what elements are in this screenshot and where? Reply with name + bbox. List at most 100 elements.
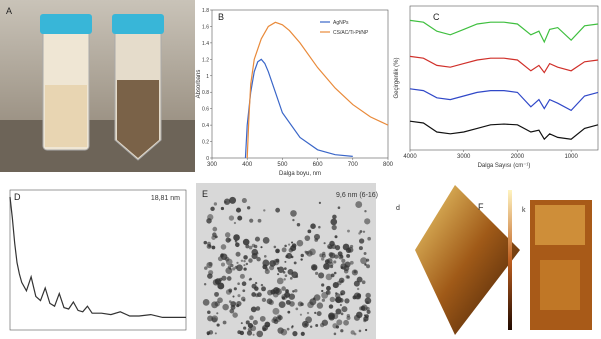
particle [335, 293, 341, 299]
particle [321, 257, 325, 261]
particle [362, 230, 366, 233]
particle [358, 329, 362, 333]
particle [288, 293, 296, 300]
particle [277, 266, 285, 273]
y-tick-label: 0.6 [202, 107, 209, 113]
particle [364, 263, 367, 266]
particle [204, 266, 208, 270]
particle [355, 201, 363, 208]
particle [278, 301, 286, 309]
particle [275, 258, 280, 263]
particle [300, 253, 304, 258]
particle [224, 256, 230, 262]
particle [299, 313, 303, 316]
particle [216, 323, 220, 327]
particle [245, 244, 250, 249]
panel-label: C [433, 12, 440, 22]
particle [331, 224, 337, 231]
particle [300, 331, 305, 336]
particle [237, 282, 240, 286]
particle [266, 298, 273, 305]
particle [309, 325, 313, 329]
particle [321, 289, 324, 293]
annotation: 18,81 nm [151, 195, 180, 202]
particle [241, 296, 246, 302]
particle [336, 319, 343, 326]
x-axis-label: Dalga Sayısı (cm⁻¹) [478, 163, 531, 169]
particle [213, 202, 218, 206]
particle [242, 289, 246, 293]
particle [239, 330, 245, 336]
particle [364, 218, 371, 225]
particle [329, 296, 336, 303]
particle [232, 267, 236, 271]
particle [262, 264, 268, 270]
particle [322, 251, 326, 256]
x-tick-label: 3000 [457, 154, 471, 160]
particle [313, 294, 321, 301]
particle [263, 209, 266, 212]
particle [340, 312, 344, 316]
particle [286, 252, 293, 259]
particle [339, 254, 344, 259]
particle [224, 232, 231, 238]
particle [286, 327, 290, 331]
particle [232, 312, 238, 318]
particle [233, 234, 240, 241]
particle [220, 206, 225, 211]
particle [323, 242, 326, 245]
series-line [244, 58, 353, 159]
particle [332, 282, 339, 289]
particle [224, 200, 227, 204]
particle [245, 320, 250, 325]
particle [289, 301, 295, 307]
particle [251, 292, 257, 297]
particle [340, 263, 347, 270]
y-tick-label: 0.4 [202, 123, 209, 129]
particle [276, 249, 280, 253]
particle [227, 265, 232, 269]
particle [275, 207, 281, 213]
panel-k: k [522, 200, 592, 330]
particle [337, 206, 341, 210]
particle [292, 331, 298, 337]
particle [208, 270, 214, 276]
particle [346, 313, 351, 318]
particle [255, 306, 261, 311]
particle [207, 333, 210, 336]
particle [290, 210, 297, 217]
annotation: 9,6 nm (6-16) [336, 192, 378, 199]
particle [236, 261, 239, 264]
particle [291, 325, 294, 328]
particle [343, 268, 349, 274]
particle [248, 258, 253, 263]
particle [316, 311, 322, 317]
particle [257, 218, 262, 223]
y-axis-label: Geçirgenlik (%) [394, 57, 400, 98]
particle [311, 265, 317, 271]
particle [330, 273, 335, 278]
particle [306, 311, 310, 315]
particle [315, 324, 319, 327]
y-tick-label: 1.8 [202, 8, 209, 14]
series-line [409, 55, 599, 74]
particle [214, 291, 219, 297]
y-tick-label: 1.6 [202, 24, 209, 30]
particle [358, 246, 363, 251]
particle [314, 311, 317, 314]
particle [364, 297, 372, 305]
particle [364, 210, 367, 213]
particle [284, 244, 287, 248]
x-tick-label: 2000 [511, 154, 525, 160]
particle [358, 238, 365, 244]
particle [212, 279, 220, 286]
particle [277, 314, 282, 319]
particle [261, 297, 267, 303]
particle [228, 238, 232, 242]
particle [249, 315, 254, 321]
particle [246, 330, 253, 336]
particle [323, 263, 330, 270]
particle [334, 297, 340, 303]
particle [334, 254, 339, 259]
